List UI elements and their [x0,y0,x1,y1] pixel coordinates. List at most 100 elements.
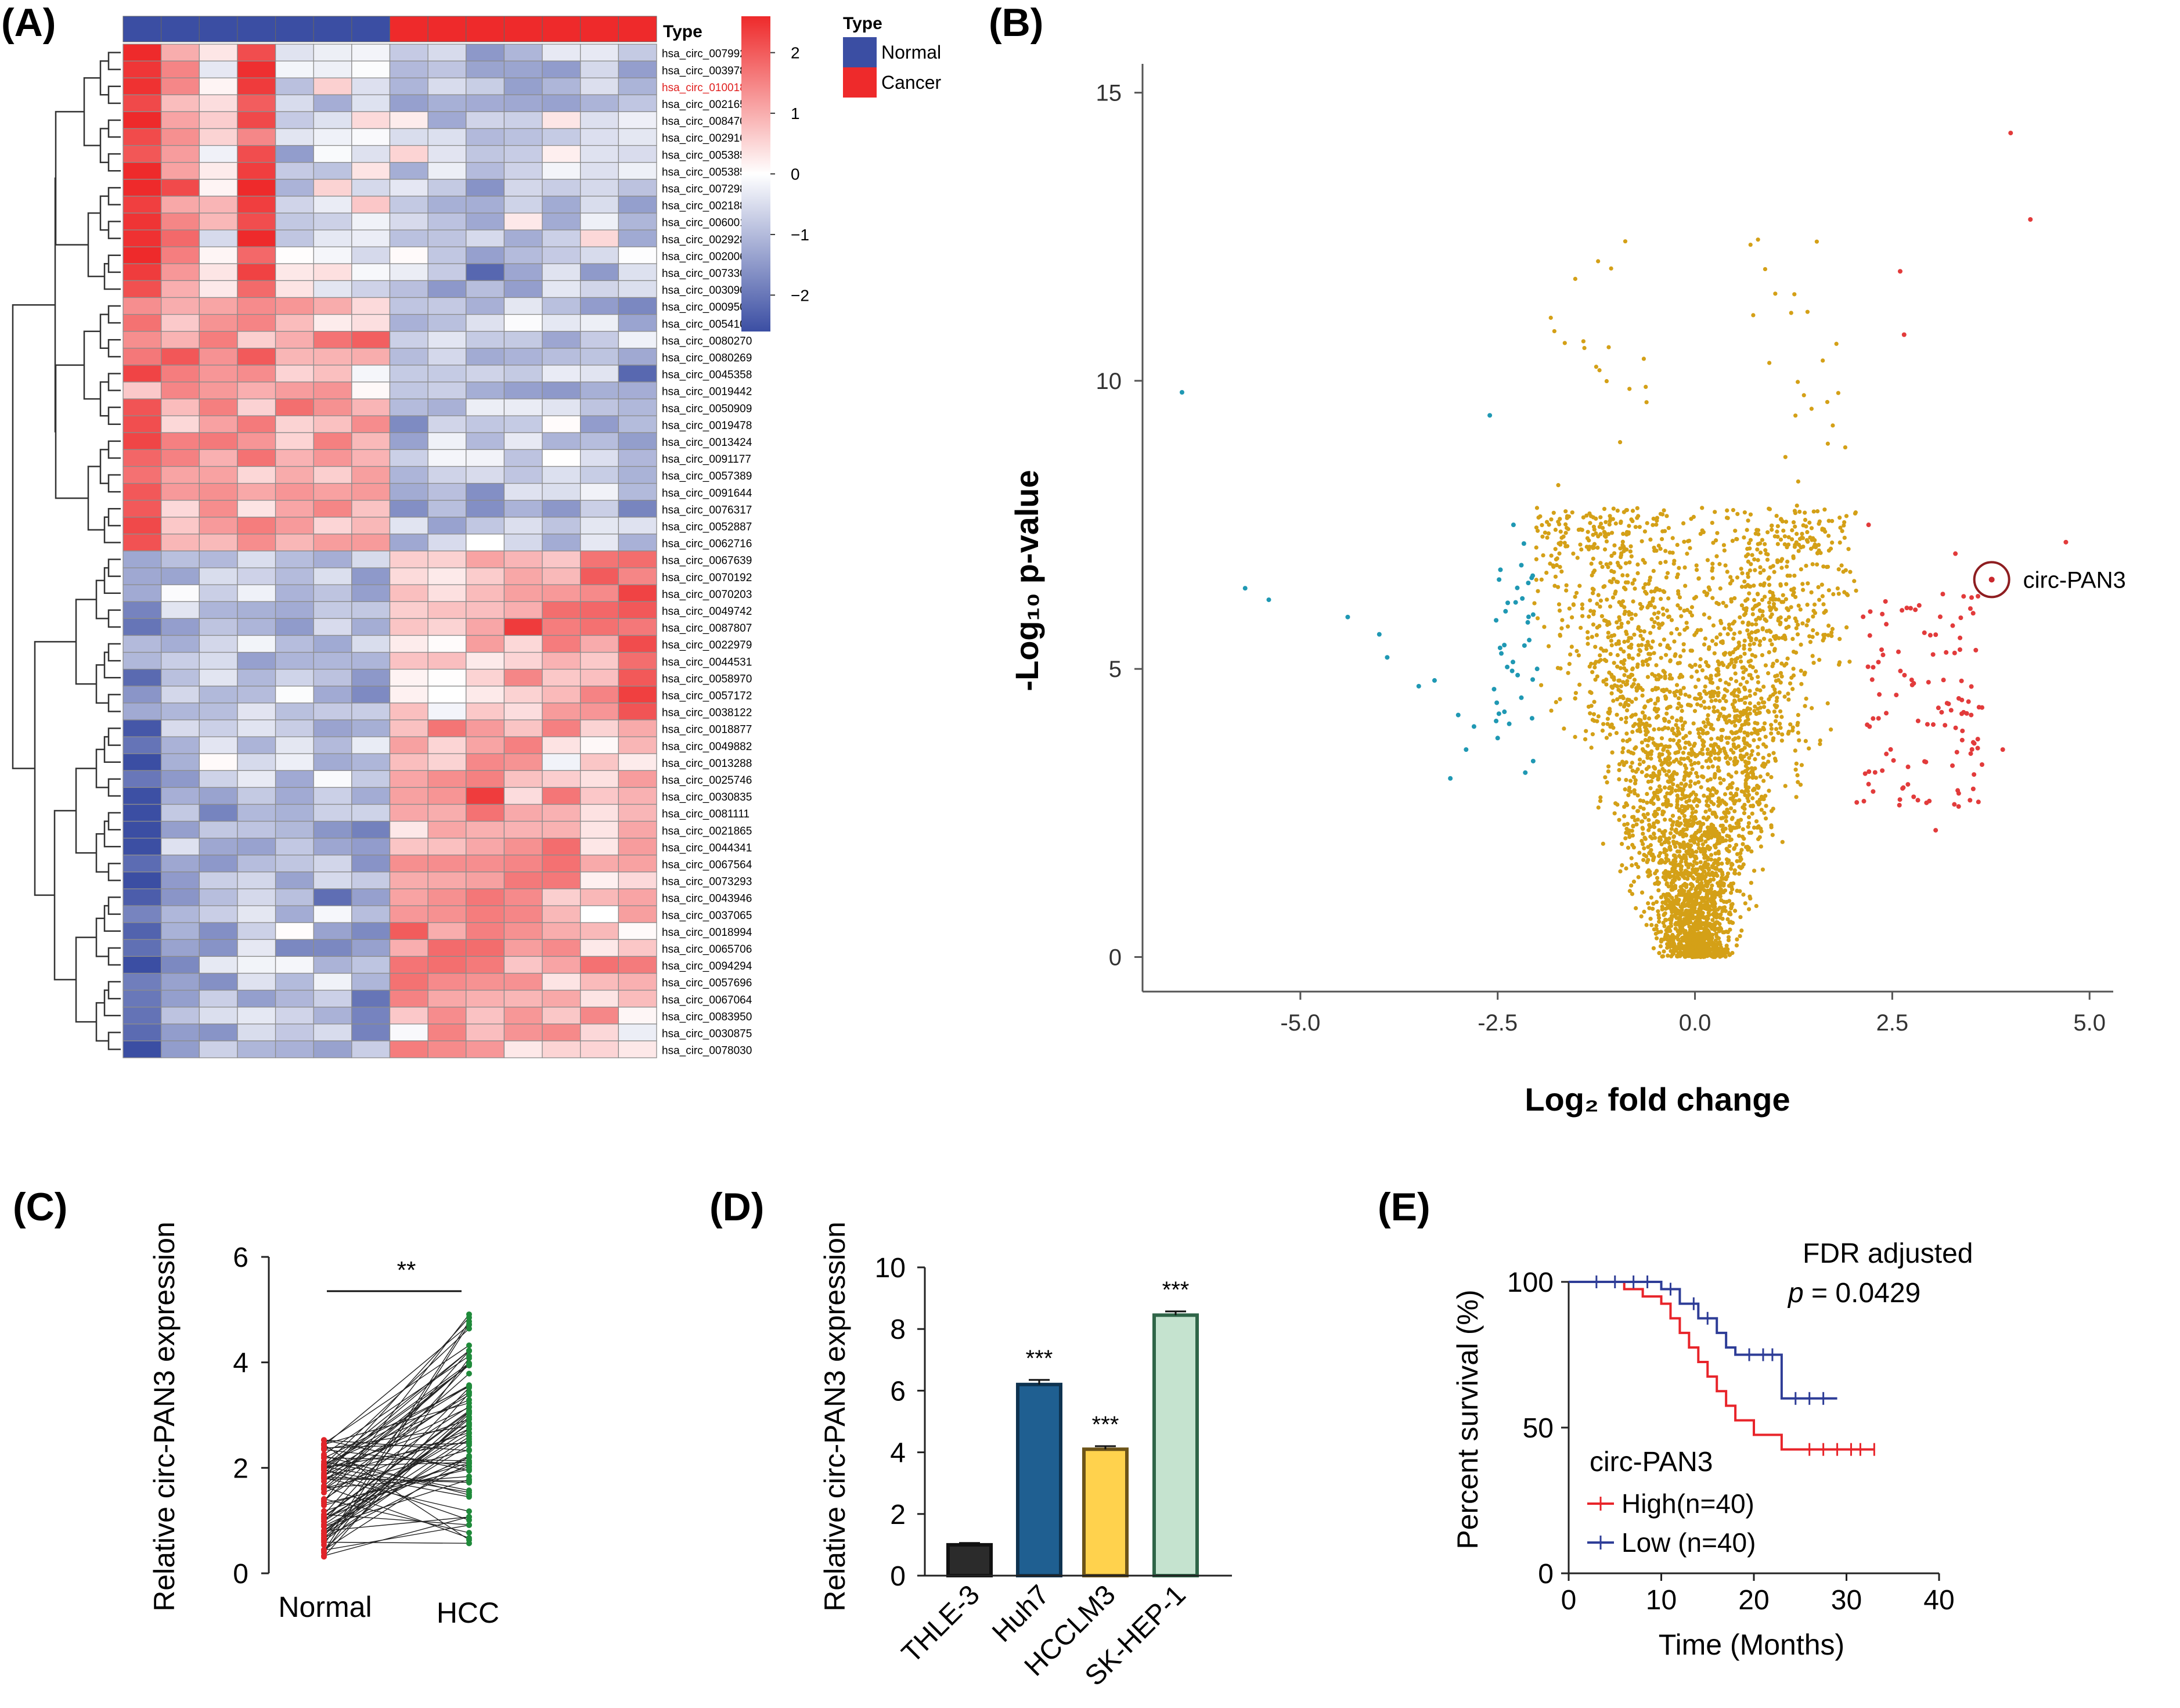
volcano-point-ns [1785,564,1789,569]
volcano-point-ns [1627,828,1631,833]
volcano-point-ns [1727,911,1731,916]
volcano-point-ns [1742,607,1746,611]
volcano-point-ns [1682,745,1687,750]
paired-y-tick-label: 0 [233,1559,248,1590]
volcano-point-ns [1630,656,1635,661]
hcc-dot [466,1392,472,1398]
volcano-point-ns [1652,831,1656,836]
heatmap-cell [389,702,428,720]
volcano-point-ns [1736,824,1741,829]
volcano-point-ns [1654,900,1659,905]
pair-line [323,1449,470,1489]
volcano-point-ns [1664,881,1669,886]
heatmap-cell [389,770,428,788]
volcano-point-ns [1746,575,1750,579]
volcano-point-ns [1695,803,1699,808]
volcano-point-ns [1712,709,1717,714]
volcano-point-ns [1642,835,1647,840]
volcano-point-ns [1687,538,1692,543]
heatmap-cell [237,635,276,653]
volcano-point-ns [1773,719,1778,723]
volcano-point-ns [1578,527,1583,532]
volcano-point-ns [1747,546,1752,551]
volcano-point-ns [1641,585,1646,590]
heatmap-cell [199,128,238,146]
heatmap-cell [199,365,238,383]
volcano-point-ns [1675,798,1680,802]
volcano-point-ns [1733,723,1738,728]
heatmap-cells [122,44,657,1058]
volcano-point-ns [1712,843,1717,848]
heatmap-cell [313,871,352,889]
volcano-point-ns [1558,540,1563,545]
volcano-point-ns [1738,615,1742,619]
volcano-point-ns [1617,678,1622,683]
heatmap-cell [580,989,619,1008]
heatmap-cell [580,500,619,518]
volcano-point-ns [1682,817,1687,823]
heatmap-cell [160,972,200,991]
volcano-point-ns [1631,824,1635,829]
volcano-point-ns [1651,568,1656,574]
volcano-point-ns [1602,547,1608,552]
volcano-point-ns [1590,718,1595,722]
volcano-point-ns [1783,520,1789,524]
heatmap-cell [351,686,391,704]
volcano-point-ns [1705,803,1709,808]
volcano-point-ns [1627,889,1632,893]
heatmap-cell [237,820,276,839]
heatmap-cell [466,111,505,129]
volcano-point-ns [1711,877,1716,882]
volcano-point-ns [1790,687,1795,691]
heatmap-cell [580,871,619,889]
heatmap-cell [122,1007,162,1025]
heatmap-cell [466,787,505,805]
heatmap-cell [199,584,238,602]
dendrogram-branch [107,52,121,70]
volcano-point-ns [1630,815,1635,820]
volcano-point-ns [1604,682,1609,687]
pair-line [323,1402,470,1445]
colorbar-tick-label: 2 [791,44,800,62]
volcano-point-up [1865,664,1871,669]
volcano-point-ns [1809,406,1814,411]
volcano-point-ns [1681,642,1686,647]
volcano-point-ns [1667,756,1672,761]
heatmap-cell [503,196,543,214]
heatmap-cell [389,449,428,467]
volcano-point-ns [1655,875,1660,880]
volcano-point-down [1377,632,1382,637]
heatmap-cell [237,686,276,704]
volcano-point-ns [1792,573,1797,578]
volcano-point-ns [1646,901,1651,906]
heatmap-cell [389,855,428,873]
volcano-point-ns [1843,445,1848,450]
volcano-point-ns [1853,511,1858,516]
volcano-point-ns [1658,546,1663,551]
volcano-point-ns [1811,509,1816,514]
heatmap-cell [618,803,657,822]
dendrogram-branch [107,778,121,797]
volcano-point-ns [1743,769,1747,774]
row-label: hsa_circ_0043946 [662,893,752,905]
volcano-point-ns [1534,525,1539,530]
volcano-point-ns [1795,723,1800,727]
volcano-point-ns [1589,745,1594,750]
volcano-point-ns [1769,823,1774,828]
volcano-point-ns [1725,508,1729,513]
heatmap-cell [389,567,428,585]
volcano-point-ns [1594,531,1598,536]
volcano-point-ns [1750,811,1754,816]
heatmap-cell [313,162,352,180]
heatmap-cell [275,635,314,653]
volcano-point-ns [1808,640,1813,644]
volcano-point-ns [1760,538,1765,542]
volcano-point-ns [1663,839,1668,844]
volcano-point-ns [1709,752,1713,758]
volcano-point-ns [1660,802,1666,807]
heatmap-cell [237,567,276,585]
volcano-point-ns [1660,688,1664,693]
volcano-point-ns [1815,509,1820,514]
heatmap-cell [313,331,352,349]
volcano-point-ns [1716,768,1721,773]
